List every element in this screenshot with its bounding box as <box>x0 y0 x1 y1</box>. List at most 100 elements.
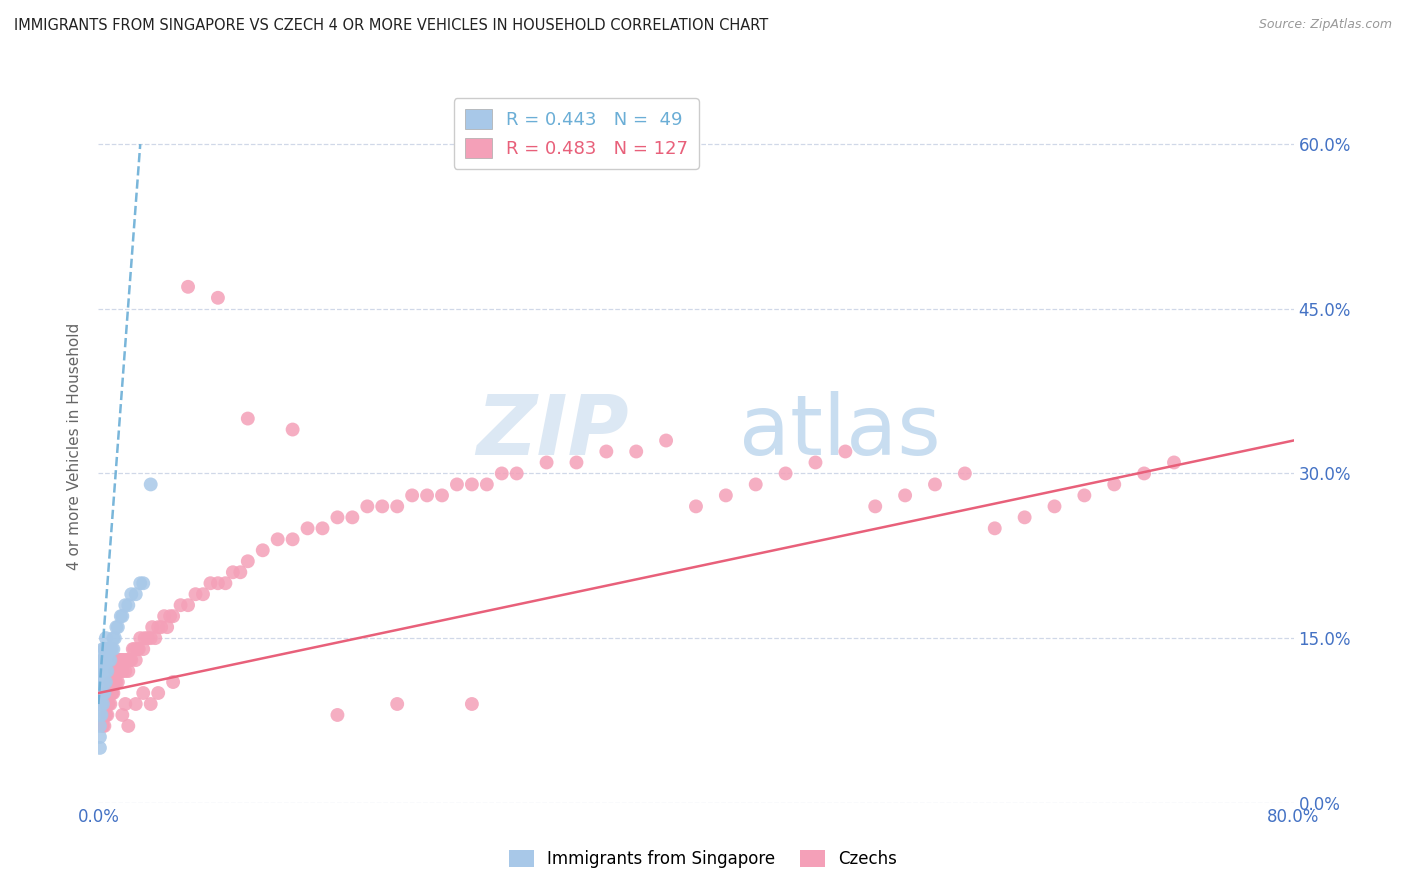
Point <box>100 675 122 690</box>
Point <box>90 708 112 723</box>
Point <box>93 686 115 700</box>
Point <box>91 642 114 657</box>
Point <box>97 697 120 711</box>
Point <box>96 653 118 667</box>
Point <box>91 686 114 700</box>
Point <box>94 675 117 690</box>
Point <box>94 708 117 723</box>
Point <box>89 740 111 755</box>
Point <box>101 686 124 700</box>
Point <box>775 467 797 481</box>
Point <box>89 697 111 711</box>
Point <box>103 631 125 645</box>
Point <box>110 609 132 624</box>
Point <box>94 708 117 723</box>
Point <box>125 587 148 601</box>
Point <box>120 587 142 601</box>
Point <box>297 521 319 535</box>
Point <box>97 642 120 657</box>
Point <box>430 488 453 502</box>
Point <box>804 455 827 469</box>
Point <box>148 686 170 700</box>
Point <box>207 291 229 305</box>
Point <box>93 664 115 678</box>
Point <box>104 631 127 645</box>
Point <box>124 642 146 657</box>
Point <box>107 620 129 634</box>
Point <box>536 455 558 469</box>
Point <box>132 642 155 657</box>
Point <box>153 609 176 624</box>
Point <box>550 104 572 119</box>
Text: ZIP: ZIP <box>477 392 628 472</box>
Point <box>139 697 162 711</box>
Point <box>1014 510 1036 524</box>
Point <box>93 719 115 733</box>
Point <box>655 434 678 448</box>
Point <box>475 477 498 491</box>
Point <box>236 411 259 425</box>
Point <box>104 664 127 678</box>
Point <box>177 280 200 294</box>
Point <box>356 500 378 514</box>
Point <box>105 675 128 690</box>
Point <box>125 653 148 667</box>
Point <box>169 598 191 612</box>
Point <box>132 576 155 591</box>
Point <box>110 664 132 678</box>
Point <box>148 620 170 634</box>
Point <box>111 609 134 624</box>
Point <box>94 686 117 700</box>
Point <box>222 566 245 580</box>
Point <box>714 488 737 502</box>
Point <box>111 664 134 678</box>
Point <box>281 533 304 547</box>
Text: IMMIGRANTS FROM SINGAPORE VS CZECH 4 OR MORE VEHICLES IN HOUSEHOLD CORRELATION C: IMMIGRANTS FROM SINGAPORE VS CZECH 4 OR … <box>14 18 768 33</box>
Point <box>984 521 1007 535</box>
Point <box>385 697 409 711</box>
Point <box>91 719 114 733</box>
Text: Source: ZipAtlas.com: Source: ZipAtlas.com <box>1258 18 1392 31</box>
Point <box>114 697 136 711</box>
Point <box>91 664 114 678</box>
Point <box>89 719 111 733</box>
Point <box>1043 500 1066 514</box>
Point <box>94 642 117 657</box>
Point <box>93 675 115 690</box>
Point <box>107 664 129 678</box>
Y-axis label: 4 or more Vehicles in Household: 4 or more Vehicles in Household <box>67 322 83 570</box>
Point <box>117 598 139 612</box>
Point <box>236 554 259 568</box>
Point <box>117 664 139 678</box>
Point <box>200 576 222 591</box>
Point <box>96 664 118 678</box>
Point <box>103 675 125 690</box>
Point <box>121 642 143 657</box>
Point <box>565 455 588 469</box>
Point <box>93 653 115 667</box>
Point <box>105 620 128 634</box>
Text: atlas: atlas <box>738 392 941 472</box>
Point <box>103 642 125 657</box>
Point <box>207 576 229 591</box>
Point <box>177 598 200 612</box>
Point <box>97 686 120 700</box>
Point <box>162 675 184 690</box>
Point <box>143 631 166 645</box>
Point <box>159 609 181 624</box>
Legend: R = 0.443   N =  49, R = 0.483   N = 127: R = 0.443 N = 49, R = 0.483 N = 127 <box>454 98 699 169</box>
Point <box>371 500 394 514</box>
Point <box>461 477 484 491</box>
Point <box>401 488 423 502</box>
Point <box>311 521 333 535</box>
Point <box>96 697 118 711</box>
Point <box>108 664 131 678</box>
Point <box>97 653 120 667</box>
Point <box>89 708 111 723</box>
Point <box>108 653 131 667</box>
Point <box>101 642 124 657</box>
Point <box>214 576 236 591</box>
Point <box>114 664 136 678</box>
Point <box>90 664 112 678</box>
Point <box>626 444 648 458</box>
